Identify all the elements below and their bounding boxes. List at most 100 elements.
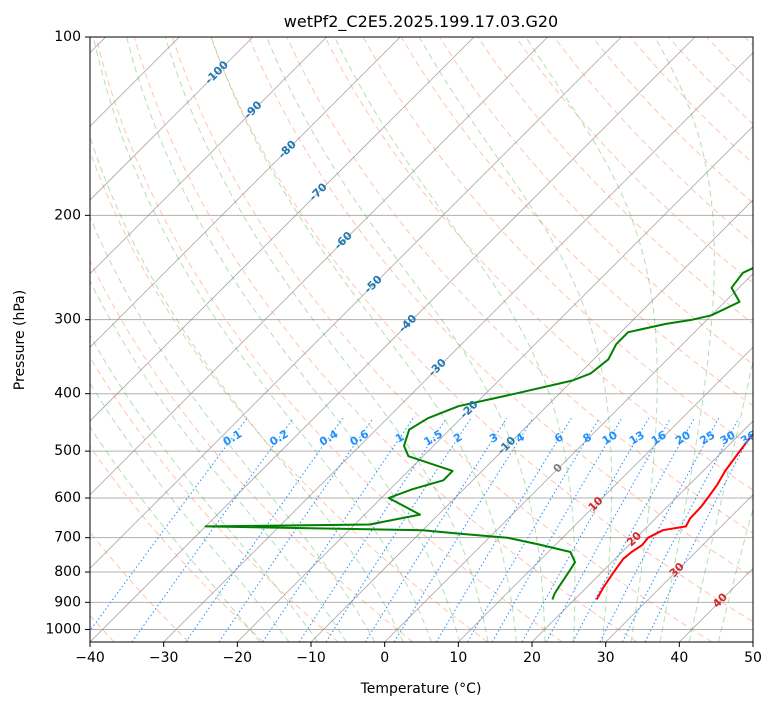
mixing-ratio-line: [521, 417, 650, 642]
y-tick-label: 200: [54, 207, 81, 223]
isotherm-line: [90, 37, 622, 569]
dry-adiabat-line: [324, 37, 753, 491]
mixing-ratio-label: 0.6: [348, 427, 372, 449]
mixing-ratio-line: [572, 417, 695, 642]
isotherm-label: -30: [426, 356, 449, 379]
dry-adiabat-line: [668, 37, 753, 125]
mixing-ratio-line: [467, 417, 600, 642]
dry-adiabat-line: [744, 37, 753, 47]
y-tick-label: 100: [54, 29, 81, 45]
y-tick-label: 800: [54, 564, 81, 580]
dry-adiabat-line: [171, 37, 712, 642]
moist-adiabat-line: [90, 215, 376, 642]
y-tick-label: 600: [54, 490, 81, 506]
y-tick-label: 400: [54, 386, 81, 402]
mixing-ratio-label: 10: [600, 428, 620, 447]
mixing-ratio-line: [545, 417, 671, 642]
moist-adiabat-line: [126, 37, 461, 642]
isotherm-line: [237, 125, 753, 642]
isotherm-line: [90, 37, 401, 348]
x-tick-label: −20: [223, 650, 253, 666]
isotherm-line: [531, 420, 753, 642]
isotherm-label: -80: [276, 138, 299, 161]
grid-layer: [90, 37, 753, 642]
x-tick-label: 0: [380, 650, 389, 666]
mixing-ratio-label: 0.2: [267, 427, 290, 448]
y-tick-label: 700: [54, 530, 81, 546]
dry-adiabat-line: [90, 531, 190, 642]
moist-adiabat-line: [418, 37, 613, 642]
moist-adiabat-line: [90, 334, 319, 642]
mixing-ratio-label: 8: [581, 430, 594, 445]
y-tick-label: 500: [54, 443, 81, 459]
moist-adiabat-line: [266, 37, 546, 642]
moist-adiabat-line: [210, 37, 517, 642]
isotherm-label: -90: [241, 98, 264, 121]
x-axis-title: Temperature (°C): [360, 681, 482, 697]
x-tick-label: 10: [449, 650, 467, 666]
mixing-ratio-line: [325, 417, 472, 642]
mixing-ratio-line: [621, 417, 740, 642]
x-tick-label: 30: [597, 650, 615, 666]
mixing-ratio-line: [131, 417, 294, 642]
isotherm-line: [458, 346, 753, 642]
isotherm-label: -60: [332, 229, 355, 252]
chart-title: wetPf2_C2E5.2025.199.17.03.G20: [284, 12, 558, 32]
dry-adiabat-line: [90, 445, 264, 642]
mixing-ratio-label: 16: [649, 428, 669, 447]
plot-frame: [89, 36, 754, 643]
isotherm-line: [90, 37, 548, 496]
x-tick-label: 50: [744, 650, 762, 666]
isotherm-label: -50: [362, 273, 385, 296]
isotherm-label: 0: [551, 461, 566, 476]
isotherm-label: 10: [586, 494, 606, 514]
moist-adiabat-line: [525, 37, 658, 642]
y-tick-label: 1000: [45, 621, 81, 637]
x-tick-label: −10: [296, 650, 326, 666]
mixing-ratio-line: [599, 417, 720, 642]
isotherm-line: [90, 37, 696, 642]
y-tick-label: 300: [54, 312, 81, 328]
isotherm-line: [752, 641, 753, 642]
dry-adiabat-line: [90, 150, 488, 642]
dewpoint-profile-line: [204, 266, 753, 600]
x-tick-label: 40: [670, 650, 688, 666]
mixing-ratio-line: [644, 428, 753, 642]
mixing-ratio-line: [491, 417, 623, 642]
moist-adiabat-line: [90, 382, 290, 642]
y-axis-title: Pressure (hPa): [12, 290, 28, 390]
isotherm-line: [90, 37, 327, 275]
mixing-ratio-line: [218, 417, 374, 642]
dry-adiabat-line: [90, 356, 339, 642]
moist-adiabat-line: [654, 37, 715, 642]
isotherm-line: [163, 52, 753, 642]
moist-adiabat-line: [90, 135, 404, 642]
mixing-ratio-label: 6: [552, 430, 566, 445]
isotherm-line: [679, 567, 753, 642]
series-layer: [204, 266, 753, 600]
mixing-ratio-label: 2: [451, 430, 464, 445]
isotherm-line: [90, 37, 475, 422]
mixing-ratio-label: 13: [627, 428, 647, 447]
dry-adiabat-line: [706, 37, 753, 86]
dry-adiabat-line: [133, 37, 638, 642]
mixing-ratio-line: [262, 417, 414, 642]
dry-adiabat-line: [477, 37, 753, 325]
axis-layer: −40 −30 −20 −10 0 10 20 30 40 5010020030040050060…: [45, 29, 762, 666]
mixing-ratio-line: [185, 417, 344, 642]
mixing-ratio-line: [298, 417, 447, 642]
temperature-profile-line: [595, 431, 753, 600]
mixing-ratio-label: 1.5: [422, 427, 445, 448]
mixing-ratio-label: 25: [698, 428, 718, 447]
mixing-ratio-label: 36: [739, 428, 759, 447]
isotherm-line: [90, 37, 254, 201]
x-tick-label: 20: [523, 650, 541, 666]
x-tick-label: −40: [75, 650, 105, 666]
mixing-ratio-label: 20: [673, 428, 693, 447]
isotherm-label: -100: [202, 58, 231, 87]
dry-adiabat-line: [515, 37, 753, 284]
moist-adiabat-line: [90, 426, 261, 642]
x-tick-label: −30: [149, 650, 179, 666]
mixing-ratio-label: 0.1: [221, 427, 244, 448]
